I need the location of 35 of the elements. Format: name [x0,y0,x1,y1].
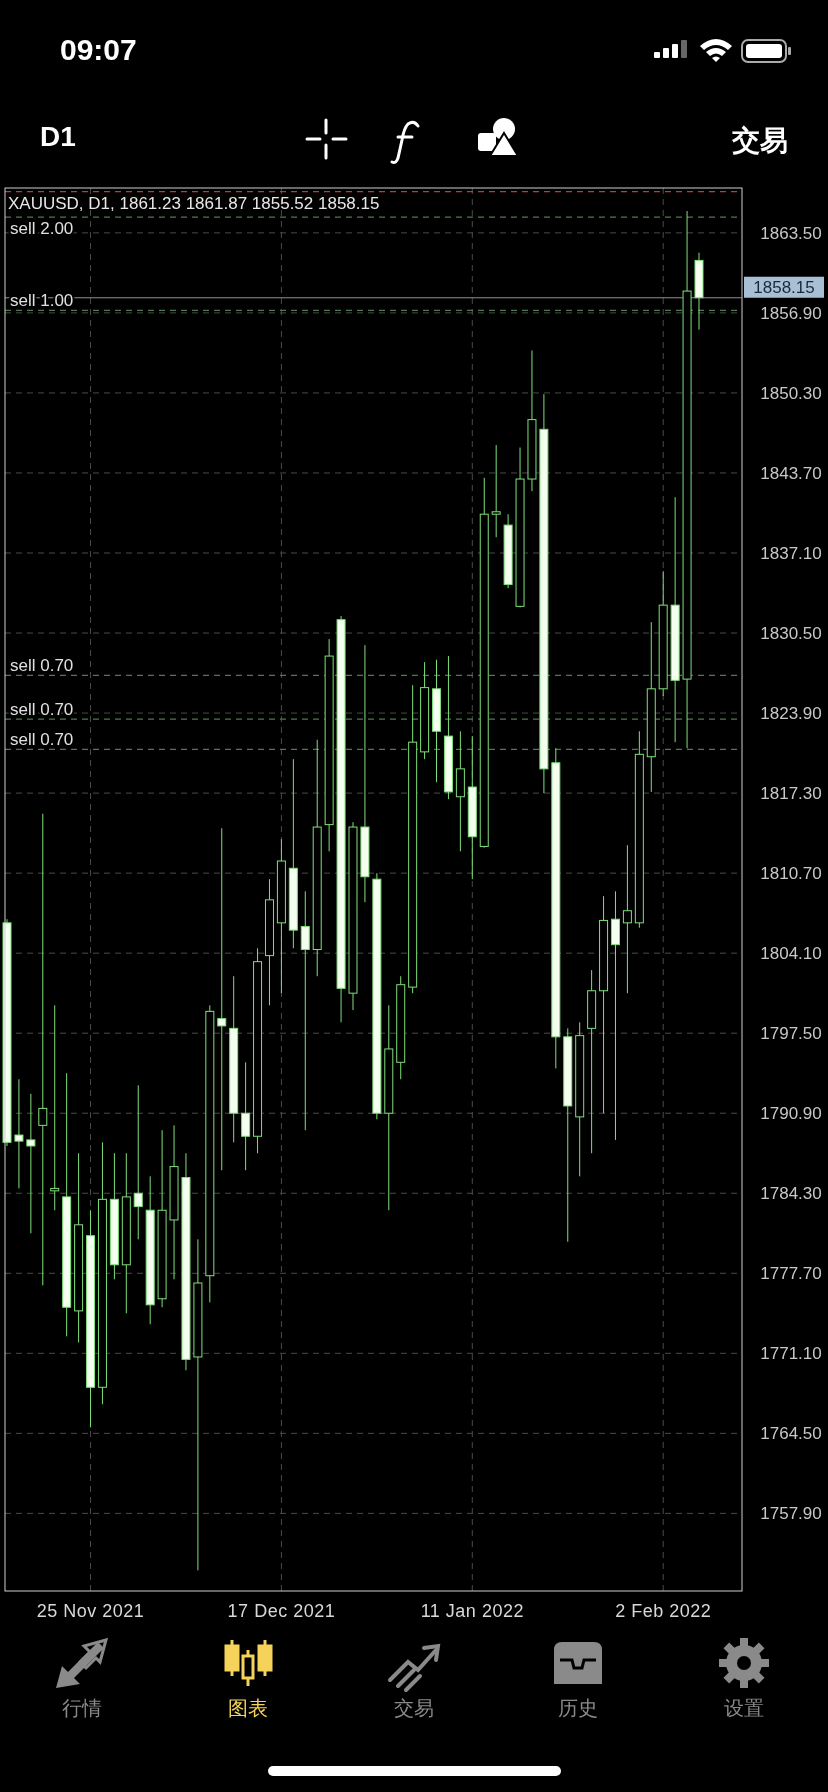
y-tick-label: 1797.50 [760,1024,822,1044]
ref-line-label: sell 0.70 [10,656,74,676]
x-tick-label: 11 Jan 2022 [420,1601,524,1621]
text: 交易 [731,125,788,156]
chart-title: XAUUSD, D1, 1861.23 1861.87 1855.52 1858.15 [8,194,380,213]
y-tick-label: 1830.50 [760,623,822,643]
ref-line-label: sell 0.70 [10,700,74,720]
text: 行情 [62,1697,102,1719]
ref-line-label: sell 0.70 [10,730,74,750]
y-tick-label: 1817.30 [760,784,822,804]
y-tick-label: 1863.50 [760,223,822,243]
text: 09:07 [60,33,137,66]
text: 交易 [394,1697,434,1719]
text: 图表 [228,1697,268,1719]
y-tick-label: 1777.70 [760,1264,822,1284]
x-tick-label: 2 Feb 2022 [615,1601,712,1621]
text: 设置 [724,1697,764,1719]
text: 历史 [558,1697,598,1719]
y-tick-label: 1810.70 [760,864,822,884]
y-tick-label: 1784.30 [760,1184,822,1204]
ref-line-label: 1858.15 [753,278,815,298]
y-tick-label: 1771.10 [760,1344,822,1364]
y-tick-label: 1843.70 [760,463,822,483]
y-tick-label: 1790.90 [760,1104,822,1124]
y-tick-label: 1850.30 [760,383,822,403]
x-tick-label: 25 Nov 2021 [36,1601,145,1621]
y-tick-label: 1837.10 [760,543,822,563]
y-tick-label: 1764.50 [760,1424,822,1444]
y-tick-label: 1856.90 [760,303,822,323]
text: D1 [40,121,76,152]
y-tick-label: 1823.90 [760,704,822,724]
y-tick-label: 1757.90 [760,1504,822,1524]
x-tick-label: 17 Dec 2021 [227,1601,336,1621]
ref-line-label: sell 2.00 [10,219,74,239]
y-tick-label: 1804.10 [760,944,822,964]
